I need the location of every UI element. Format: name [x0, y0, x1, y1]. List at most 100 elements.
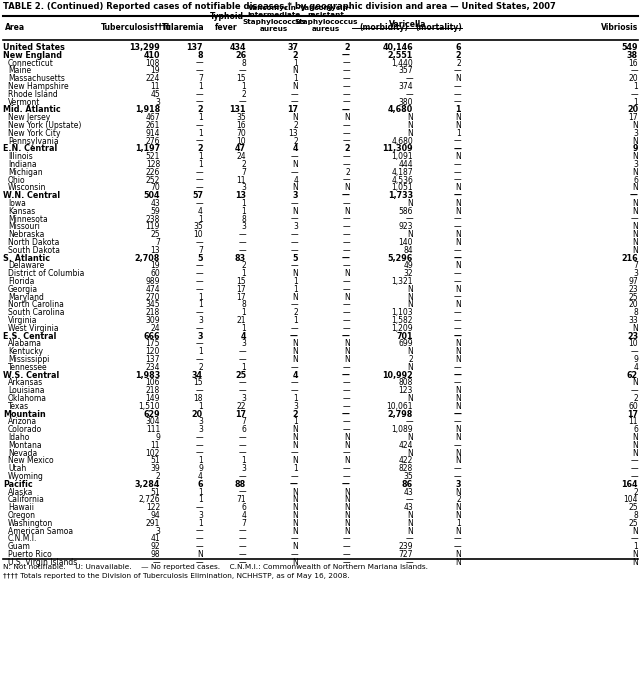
Text: Connecticut: Connecticut [8, 59, 54, 68]
Text: 21: 21 [237, 316, 246, 325]
Text: 1: 1 [456, 129, 461, 138]
Text: N: N [344, 183, 350, 192]
Text: 43: 43 [403, 503, 413, 512]
Text: 218: 218 [146, 386, 160, 395]
Text: 424: 424 [399, 441, 413, 450]
Text: N: N [292, 558, 298, 567]
Text: 6: 6 [456, 43, 461, 52]
Text: 18: 18 [194, 394, 203, 403]
Text: 13: 13 [288, 129, 298, 138]
Text: Guam: Guam [8, 542, 31, 551]
Text: 410: 410 [144, 51, 160, 60]
Text: —: — [342, 542, 350, 551]
Text: —: — [238, 472, 246, 481]
Text: 70: 70 [237, 129, 246, 138]
Text: —: — [290, 215, 298, 223]
Text: 2: 2 [197, 144, 203, 154]
Text: —: — [453, 308, 461, 318]
Text: —: — [196, 238, 203, 247]
Text: N: N [407, 433, 413, 442]
Text: N: N [455, 558, 461, 567]
Text: 1: 1 [198, 402, 203, 411]
Text: 1: 1 [198, 82, 203, 91]
Text: N: N [292, 160, 298, 169]
Text: Idaho: Idaho [8, 433, 29, 442]
Text: 422: 422 [399, 456, 413, 465]
Text: 7: 7 [155, 238, 160, 247]
Text: E.N. Central: E.N. Central [3, 144, 57, 154]
Text: 666: 666 [144, 332, 160, 341]
Text: —: — [196, 558, 203, 567]
Text: Mountain: Mountain [3, 410, 46, 418]
Text: N: N [292, 269, 298, 278]
Text: 16: 16 [237, 121, 246, 130]
Text: Arizona: Arizona [8, 418, 37, 427]
Text: 123: 123 [399, 386, 413, 395]
Text: Illinois: Illinois [8, 152, 33, 161]
Text: 2,798: 2,798 [388, 410, 413, 418]
Text: —: — [342, 121, 350, 130]
Text: 10,992: 10,992 [382, 370, 413, 380]
Text: N: N [292, 82, 298, 91]
Text: 122: 122 [146, 503, 160, 512]
Text: United States: United States [3, 43, 65, 52]
Text: Nebraska: Nebraska [8, 230, 44, 239]
Text: —: — [405, 90, 413, 99]
Text: N: N [292, 511, 298, 520]
Text: 1: 1 [293, 316, 298, 325]
Text: 1,321: 1,321 [392, 277, 413, 286]
Text: 2,551: 2,551 [388, 51, 413, 60]
Text: N: N [197, 550, 203, 559]
Text: 1,091: 1,091 [392, 152, 413, 161]
Text: 218: 218 [146, 308, 160, 318]
Text: 1: 1 [198, 456, 203, 465]
Text: 1: 1 [293, 418, 298, 427]
Text: N: N [407, 394, 413, 403]
Text: 3: 3 [241, 394, 246, 403]
Text: —: — [453, 316, 461, 325]
Text: 4: 4 [240, 332, 246, 341]
Text: 20: 20 [192, 410, 203, 418]
Text: —: — [453, 370, 461, 380]
Text: 15: 15 [237, 74, 246, 83]
Text: 37: 37 [287, 43, 298, 52]
Text: —: — [196, 261, 203, 270]
Text: N: N [292, 355, 298, 364]
Text: 71: 71 [237, 496, 246, 504]
Text: N: N [292, 527, 298, 536]
Text: 17: 17 [237, 285, 246, 294]
Text: 1: 1 [293, 74, 298, 83]
Text: 86: 86 [402, 480, 413, 489]
Text: 1: 1 [633, 97, 638, 106]
Text: N: N [632, 230, 638, 239]
Text: —: — [196, 168, 203, 177]
Text: 699: 699 [398, 339, 413, 349]
Text: New Mexico: New Mexico [8, 456, 54, 465]
Text: —: — [290, 472, 298, 481]
Text: New Hampshire: New Hampshire [8, 82, 69, 91]
Text: New York (Upstate): New York (Upstate) [8, 121, 81, 130]
Text: 60: 60 [628, 402, 638, 411]
Text: 1: 1 [198, 496, 203, 504]
Text: —: — [238, 441, 246, 450]
Text: —: — [196, 324, 203, 333]
Text: N: N [455, 456, 461, 465]
Text: Florida: Florida [8, 277, 35, 286]
Text: 2: 2 [344, 144, 350, 154]
Text: N: N [407, 363, 413, 372]
Text: 2: 2 [633, 394, 638, 403]
Text: —: — [196, 183, 203, 192]
Text: 19: 19 [151, 261, 160, 270]
Text: 1,209: 1,209 [392, 324, 413, 333]
Text: —: — [196, 449, 203, 458]
Text: 1: 1 [198, 487, 203, 497]
Text: 102: 102 [146, 449, 160, 458]
Text: 2: 2 [292, 51, 298, 60]
Text: N: N [455, 152, 461, 161]
Text: 3: 3 [633, 160, 638, 169]
Text: N: N [455, 394, 461, 403]
Text: 357: 357 [398, 66, 413, 75]
Text: —: — [196, 269, 203, 278]
Text: N: N [632, 223, 638, 232]
Text: —: — [290, 550, 298, 559]
